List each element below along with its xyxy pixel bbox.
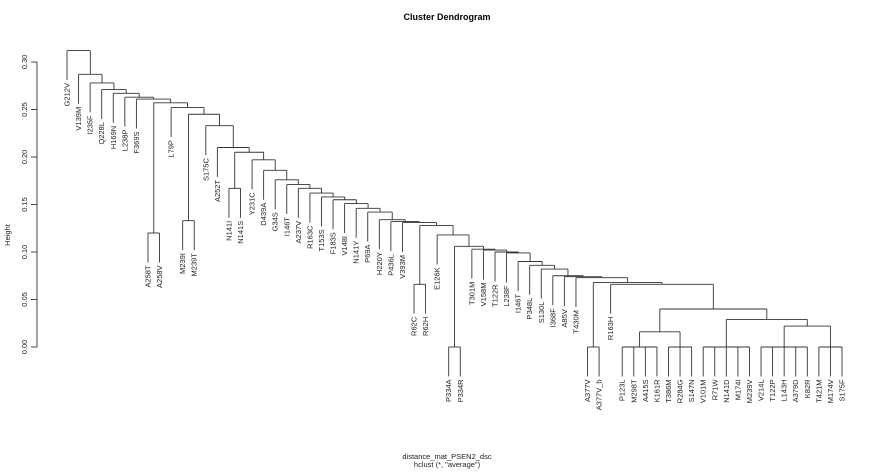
leaf-label: I146T (514, 294, 523, 314)
y-axis: 0.00 0.05 0.10 0.15 0.20 0.25 0.30 (20, 55, 38, 355)
leaf-label: N141Y (352, 241, 361, 264)
leaf-label: Q228L (97, 122, 106, 145)
leaf-label: R62H (421, 317, 430, 336)
leaf-label: S130L (537, 302, 546, 324)
y-tick-label: 0.10 (20, 245, 29, 260)
leaf-label: N141D (722, 379, 731, 403)
leaf-label: A85V (560, 309, 569, 327)
leaf-label: K82R (803, 379, 812, 398)
leaf-label: N141I (224, 221, 233, 241)
x-axis-label: distance_mat_PSEN2_dsc (402, 452, 491, 461)
leaf-label: V139M (74, 107, 83, 131)
leaf-label: T301M (467, 282, 476, 305)
leaf-label: L238F (502, 285, 511, 307)
y-tick-label: 0.00 (20, 340, 29, 355)
dendrogram-branches (66, 50, 843, 377)
leaf-label: T421M (814, 379, 823, 402)
leaf-label: P334R (456, 379, 465, 403)
leaf-label: S175F (838, 379, 847, 402)
leaf-label: P69A (363, 245, 372, 263)
leaf-label: T122P (768, 379, 777, 401)
leaf-label: A237V (294, 221, 303, 244)
leaf-label: R163C (305, 225, 314, 249)
y-tick-label: 0.25 (20, 102, 29, 117)
leaf-label: F369S (132, 132, 141, 154)
leaf-label: A377V_b (595, 379, 604, 410)
y-axis-label: Height (3, 223, 12, 246)
leaf-label: T122R (490, 284, 499, 307)
leaf-label: S175C (201, 158, 210, 182)
method-label: hclust (*, "average") (414, 460, 481, 469)
leaf-label: P123L (618, 379, 627, 401)
leaf-label: M239V (745, 379, 754, 403)
leaf-label: P436L (386, 254, 395, 276)
leaf-label: F183S (329, 232, 338, 254)
leaf-label: R62C (410, 316, 419, 336)
leaf-label: M174V (826, 379, 835, 403)
leaf-label: G212V (63, 83, 72, 106)
leaf-label: A258T (143, 265, 152, 288)
leaf-label: T430M (571, 310, 580, 333)
y-tick-label: 0.20 (20, 150, 29, 165)
leaf-label: A377V (583, 379, 592, 402)
leaf-label: L79P (167, 140, 176, 158)
leaf-label: T153S (317, 229, 326, 251)
leaf-label: A379D (791, 379, 800, 403)
leaf-label: A252T (213, 180, 222, 203)
leaf-label: V158M (479, 283, 488, 307)
leaf-label: Y231C (248, 192, 257, 216)
y-tick-label: 0.05 (20, 292, 29, 307)
leaf-label: M239I (178, 253, 187, 274)
y-tick-label: 0.30 (20, 55, 29, 70)
leaf-label: V393M (398, 255, 407, 279)
leaf-label: L238P (120, 130, 129, 152)
leaf-label: A258V (155, 265, 164, 288)
leaf-label: K161R (652, 379, 661, 403)
leaf-label: N141S (236, 221, 245, 244)
leaf-label: E126K (433, 267, 442, 290)
leaf-label: V214L (757, 379, 766, 401)
chart-title: Cluster Dendrogram (403, 12, 490, 22)
leaf-label: S147N (687, 379, 696, 402)
leaf-label: M298T (629, 379, 638, 403)
leaf-label: M239T (190, 253, 199, 277)
leaf-label: M174I (733, 379, 742, 400)
leaf-label: H169N (109, 126, 118, 149)
leaf-label: H220Y (375, 252, 384, 275)
leaf-label: V148I (340, 236, 349, 256)
y-tick-label: 0.15 (20, 197, 29, 212)
leaf-label: L143H (780, 379, 789, 401)
leaf-label: I235F (86, 115, 95, 135)
leaf-label: R71W (710, 379, 719, 401)
leaf-label: I368F (548, 308, 557, 328)
leaf-label: I146T (282, 217, 291, 237)
leaf-label: P348L (525, 298, 534, 320)
leaf-label: G34S (271, 212, 280, 231)
leaf-label: R284G (676, 379, 685, 403)
leaf-label: V101M (699, 379, 708, 403)
leaf-label: A415S (641, 379, 650, 402)
leaf-label: T386M (664, 379, 673, 402)
leaf-label: P334A (444, 379, 453, 402)
leaf-label: R163H (606, 317, 615, 340)
leaf-label: D439A (259, 203, 268, 226)
